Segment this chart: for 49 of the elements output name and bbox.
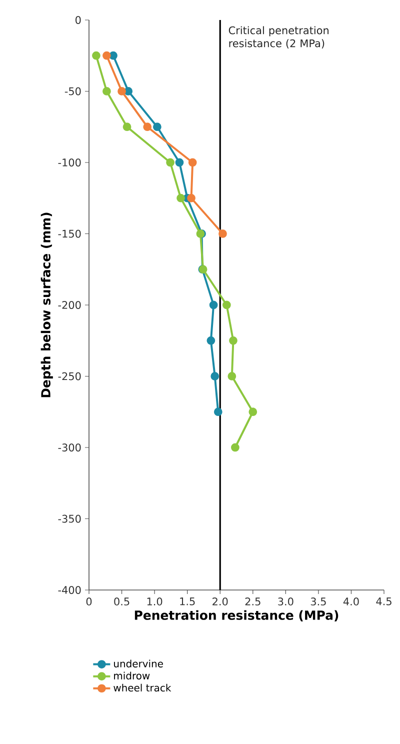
point xyxy=(206,336,216,345)
x-tick-label: 0.5 xyxy=(114,598,130,606)
y-tick-label: 0 xyxy=(76,16,81,24)
point xyxy=(92,51,100,60)
point xyxy=(188,158,197,167)
point xyxy=(124,87,133,96)
x-axis-title: Penetration resistance (MPa) xyxy=(134,610,338,622)
point xyxy=(118,87,126,96)
x-tick-label: 2.5 xyxy=(245,598,260,606)
point xyxy=(122,122,132,132)
point xyxy=(222,300,231,310)
point xyxy=(228,372,236,380)
legend-label: wheel track xyxy=(114,684,172,692)
y-tick-label: -50 xyxy=(64,87,81,96)
point xyxy=(152,122,162,132)
y-tick-label: -350 xyxy=(58,514,81,523)
legend-label: undervine xyxy=(114,660,163,668)
point xyxy=(176,194,185,202)
x-tick-label: 4.5 xyxy=(376,598,392,606)
y-tick-label: -100 xyxy=(58,158,81,166)
point xyxy=(109,51,118,60)
point xyxy=(166,158,174,167)
point xyxy=(209,300,218,310)
legend-label: midrow xyxy=(114,672,150,680)
point xyxy=(210,372,220,380)
point xyxy=(229,336,238,345)
point xyxy=(214,408,222,416)
y-tick-label: -150 xyxy=(58,230,81,238)
x-tick-label: 3.5 xyxy=(310,598,326,606)
y-tick-label: -400 xyxy=(58,586,81,594)
x-tick-label: 1.5 xyxy=(180,598,195,606)
x-tick-label: 2.0 xyxy=(212,598,228,606)
point xyxy=(175,158,184,167)
y-tick-label: -200 xyxy=(58,301,81,309)
point xyxy=(231,443,240,452)
y-tick-label: -300 xyxy=(58,444,81,452)
x-tick-label: 0 xyxy=(86,598,92,606)
y-axis-title: Depth below surface (mm) xyxy=(40,212,53,398)
ref-line-label: Critical penetration resistance (2 MPa) xyxy=(228,26,328,48)
point xyxy=(102,87,111,96)
x-tick-label: 4.0 xyxy=(343,598,359,606)
point xyxy=(102,51,111,60)
y-tick-label: -250 xyxy=(58,372,81,380)
point xyxy=(248,408,258,416)
x-tick-label: 3.0 xyxy=(278,598,294,606)
point xyxy=(218,230,227,238)
point xyxy=(143,122,152,132)
x-tick-label: 1.0 xyxy=(147,598,162,606)
point xyxy=(187,194,196,202)
